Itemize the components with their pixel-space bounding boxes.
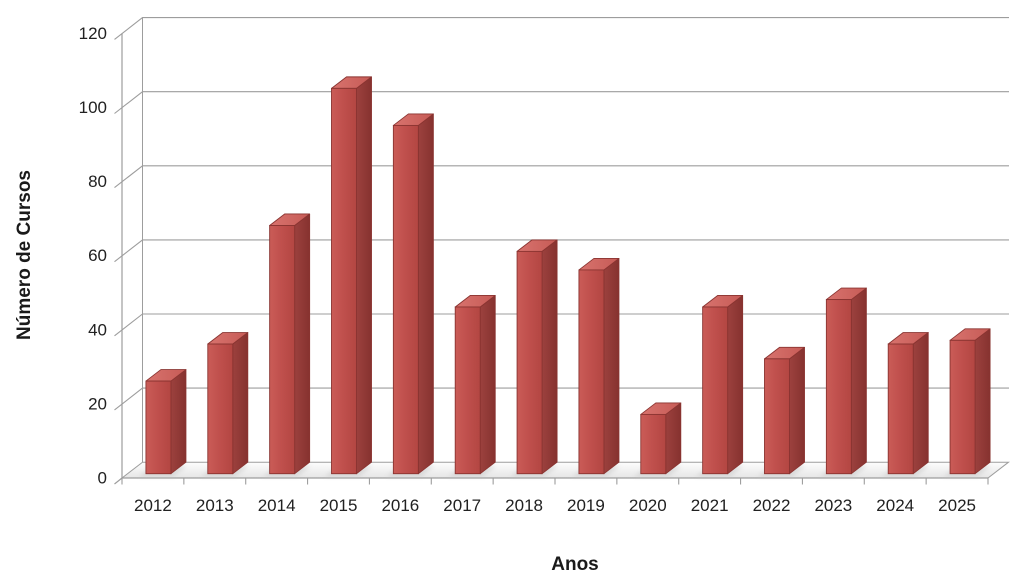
bar-front-face xyxy=(454,306,481,475)
bar-2022[interactable] xyxy=(757,346,806,477)
x-category-label: 2020 xyxy=(629,496,667,515)
bar-side-face xyxy=(603,257,620,475)
x-category-label: 2019 xyxy=(567,496,605,515)
bar-side-face xyxy=(974,328,991,475)
bar-side-face xyxy=(294,213,311,475)
x-category-label: 2015 xyxy=(320,496,358,515)
gridline xyxy=(114,91,1009,114)
bar-2014[interactable] xyxy=(262,213,311,477)
bar-front-face xyxy=(392,124,419,475)
gridline xyxy=(114,313,1009,337)
bar-2017[interactable] xyxy=(448,295,497,477)
x-category-label: 2012 xyxy=(134,496,172,515)
bar-front-face xyxy=(269,225,296,475)
gridline xyxy=(114,17,1009,40)
bar-2012[interactable] xyxy=(138,369,187,477)
bar-side-face xyxy=(170,369,187,475)
bar-2018[interactable] xyxy=(510,239,559,477)
bar-side-face xyxy=(665,402,682,475)
x-category-label: 2014 xyxy=(258,496,296,515)
bar-side-face xyxy=(912,332,929,475)
bar-2025[interactable] xyxy=(943,328,992,477)
y-tick-label: 60 xyxy=(88,246,107,265)
x-category-label: 2021 xyxy=(691,496,729,515)
x-category-label: 2024 xyxy=(876,496,914,515)
bar-side-face xyxy=(479,295,496,475)
x-category-label: 2025 xyxy=(938,496,976,515)
chart-floor xyxy=(120,461,1010,479)
bar-side-face xyxy=(417,113,434,475)
bar-front-face xyxy=(640,413,667,475)
y-tick-label: 20 xyxy=(88,394,107,413)
x-category-label: 2018 xyxy=(505,496,543,515)
y-tick-label: 0 xyxy=(98,469,107,488)
bar-front-face xyxy=(331,87,357,475)
gridline xyxy=(114,165,1009,189)
x-category-label: 2013 xyxy=(196,496,234,515)
bar-front-face xyxy=(764,358,790,475)
y-tick-label: 80 xyxy=(88,172,107,191)
bar-2016[interactable] xyxy=(386,113,435,477)
bar-front-face xyxy=(949,339,976,475)
bar-2013[interactable] xyxy=(200,332,249,477)
bar-front-face xyxy=(825,299,852,475)
x-category-label: 2023 xyxy=(814,496,852,515)
bar-2024[interactable] xyxy=(881,332,930,477)
gridline xyxy=(114,239,1009,263)
bar-2015[interactable] xyxy=(324,76,373,477)
gridline xyxy=(114,387,1009,411)
y-tick-label: 120 xyxy=(79,24,107,43)
y-tick-label: 40 xyxy=(88,320,107,339)
x-category-label: 2016 xyxy=(381,496,419,515)
bar-front-face xyxy=(578,269,605,475)
bar-side-face xyxy=(356,76,372,475)
bar-front-face xyxy=(702,306,729,475)
y-tick-label: 100 xyxy=(79,98,107,117)
y-axis-title: Número de Cursos xyxy=(14,170,35,340)
bar-front-face xyxy=(145,380,172,475)
bar-side-face xyxy=(727,295,744,475)
x-category-label: 2022 xyxy=(753,496,791,515)
x-category-label: 2017 xyxy=(443,496,481,515)
bar-front-face xyxy=(887,343,914,475)
bar-side-face xyxy=(541,239,558,475)
bar-front-face xyxy=(516,250,543,475)
bar-front-face xyxy=(207,343,234,475)
bar-2021[interactable] xyxy=(695,295,744,477)
x-axis-title: Anos xyxy=(551,554,599,575)
bar-2019[interactable] xyxy=(571,257,620,477)
bar-side-face xyxy=(789,346,805,475)
bar-2020[interactable] xyxy=(633,402,682,477)
bar-side-face xyxy=(850,287,867,475)
bar-side-face xyxy=(232,332,249,475)
bar-2023[interactable] xyxy=(819,287,868,477)
